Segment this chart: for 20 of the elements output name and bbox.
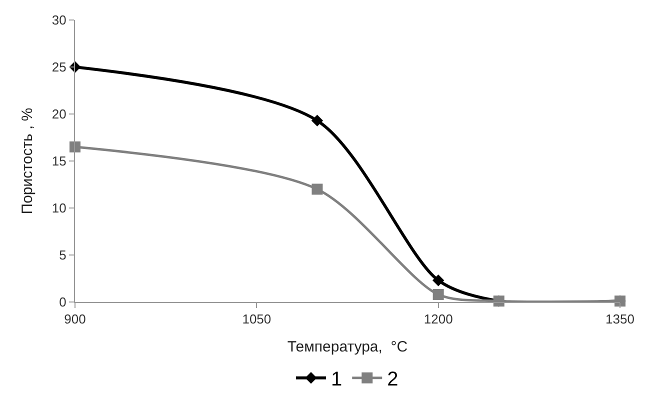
y-axis-title: Пористость , % bbox=[19, 108, 36, 214]
point bbox=[432, 288, 444, 300]
y-tick-label: 15 bbox=[52, 154, 66, 169]
y-tick-label: 20 bbox=[52, 106, 66, 122]
y-tick-label: 5 bbox=[59, 248, 66, 263]
y-tick-label: 0 bbox=[59, 294, 66, 310]
legend-label: 2 bbox=[387, 368, 398, 391]
x-tick-label: 1050 bbox=[242, 312, 272, 327]
legend-label: 1 bbox=[331, 368, 342, 391]
point bbox=[311, 114, 324, 126]
x-axis-title: Температура, °C bbox=[287, 338, 408, 356]
point bbox=[70, 141, 80, 152]
y-tick-label: 10 bbox=[52, 200, 66, 216]
y-tick-label: 25 bbox=[52, 60, 66, 75]
y-tick-label: 30 bbox=[52, 12, 66, 28]
point bbox=[432, 274, 444, 286]
x-tick-label: 1200 bbox=[424, 312, 453, 327]
point bbox=[312, 184, 323, 195]
x-tick-label: 900 bbox=[64, 312, 86, 327]
x-tick-label: 1350 bbox=[606, 312, 634, 327]
